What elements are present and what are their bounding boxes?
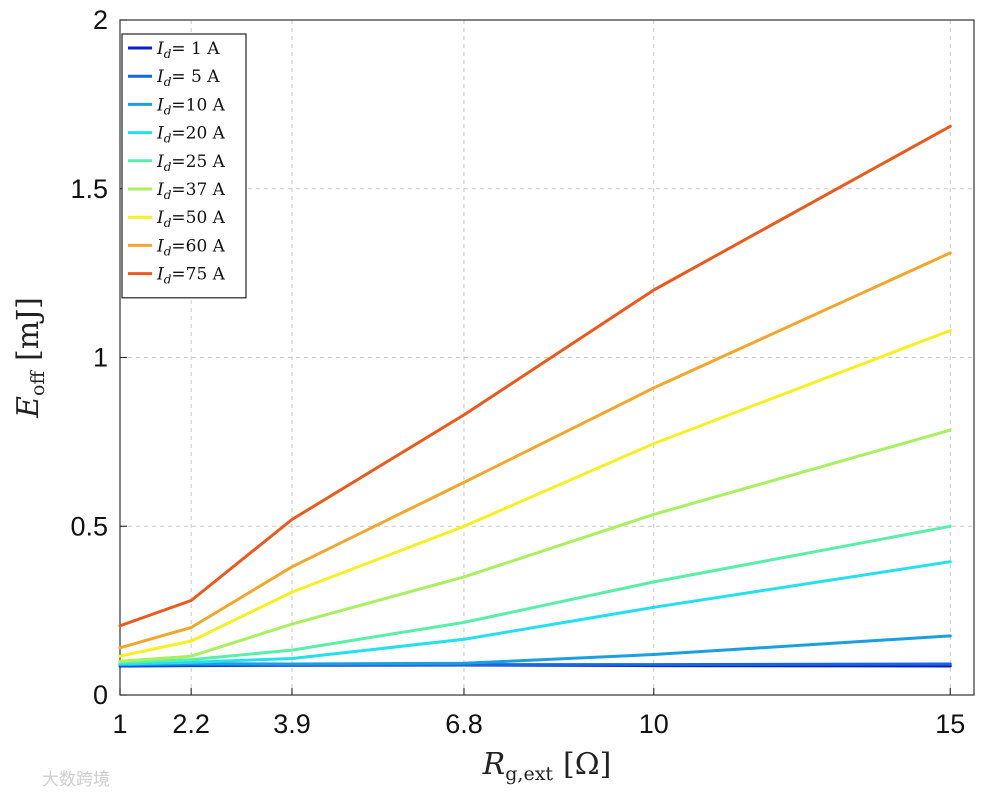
x-tick-label: 3.9 [273,709,311,739]
y-axis-label-unit: [mJ] [11,297,46,361]
series-line-5 [118,524,952,664]
y-tick-label: 1.5 [70,174,108,204]
y-tick-label: 1 [93,343,108,373]
y-axis-ticks: 0 0.5 1 1.5 2 [70,5,127,710]
y-tick-label: 0 [93,680,108,710]
x-axis-label-unit: [Ω] [563,747,611,782]
y-axis-label-main: E [11,396,46,419]
legend-entry: Id= 1 A [156,39,220,61]
legend-box [121,33,247,299]
y-tick-label: 2 [93,5,108,35]
x-tick-label: 2.2 [172,709,210,739]
x-tick-label: 15 [935,709,965,739]
y-axis-label-sub: off [27,370,49,396]
legend-entry: Id=10 A [156,95,226,117]
legend-entry: Id=75 A [156,265,226,287]
legend-entry: Id=50 A [156,208,226,230]
series-line-4 [118,560,952,666]
series-line-6 [118,428,952,663]
x-tick-label: 6.8 [445,709,483,739]
x-axis-label-sub: g,ext [505,763,553,785]
legend-entry: Id=25 A [156,152,226,174]
legend-entry: Id=20 A [156,124,226,146]
legend-entry: Id= 5 A [156,67,220,89]
x-axis-label: Rg,ext [Ω] [482,747,612,785]
y-tick-label: 0.5 [70,511,108,541]
legend-entry: Id=37 A [156,180,226,202]
series-line-8 [118,251,952,650]
series-line-7 [118,329,952,658]
series [118,124,952,668]
x-tick-label: 1 [112,709,127,739]
x-axis-label-main: R [482,747,506,782]
legend-entry: Id=60 A [156,236,226,258]
legend: Id= 1 A Id= 5 A Id=10 A Id=20 A Id=25 A Id=37… [121,33,247,299]
x-axis-ticks: 1 2.2 3.9 6.8 10 15 [112,688,965,739]
series-line-9 [118,124,952,628]
y-axis-label: Eoff [mJ] [11,297,49,419]
x-tick-label: 10 [639,709,669,739]
watermark: 大数跨境 [42,770,110,790]
